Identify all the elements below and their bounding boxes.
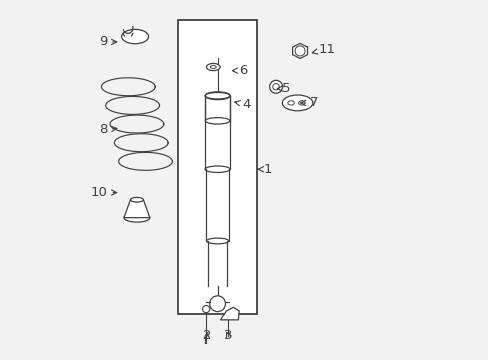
Ellipse shape xyxy=(204,166,230,172)
Ellipse shape xyxy=(124,213,149,222)
Ellipse shape xyxy=(206,63,220,71)
Text: 7: 7 xyxy=(300,96,318,109)
Circle shape xyxy=(269,80,282,93)
Ellipse shape xyxy=(205,93,229,99)
Ellipse shape xyxy=(130,197,143,202)
Circle shape xyxy=(272,84,279,90)
Circle shape xyxy=(209,296,225,312)
Text: 2: 2 xyxy=(202,329,211,342)
Ellipse shape xyxy=(204,92,230,100)
Ellipse shape xyxy=(298,101,305,105)
Text: 1: 1 xyxy=(257,163,271,176)
Text: 4: 4 xyxy=(234,98,250,111)
Bar xyxy=(178,21,257,315)
Circle shape xyxy=(202,306,209,313)
Text: 5: 5 xyxy=(277,82,289,95)
Text: 10: 10 xyxy=(91,186,117,199)
Text: 3: 3 xyxy=(224,329,232,342)
Text: 9: 9 xyxy=(99,35,117,49)
Ellipse shape xyxy=(205,118,229,124)
Polygon shape xyxy=(292,43,307,58)
Ellipse shape xyxy=(287,101,294,105)
Circle shape xyxy=(294,46,305,56)
FancyBboxPatch shape xyxy=(205,96,229,121)
Ellipse shape xyxy=(122,30,148,44)
Bar xyxy=(204,96,230,169)
Bar xyxy=(207,241,227,286)
Polygon shape xyxy=(220,307,239,320)
Text: 6: 6 xyxy=(232,64,247,77)
Ellipse shape xyxy=(210,66,216,68)
Ellipse shape xyxy=(206,238,228,244)
Polygon shape xyxy=(124,200,149,218)
Ellipse shape xyxy=(282,95,312,111)
Text: 8: 8 xyxy=(99,123,117,136)
Text: 11: 11 xyxy=(311,42,335,55)
Bar xyxy=(206,169,228,241)
